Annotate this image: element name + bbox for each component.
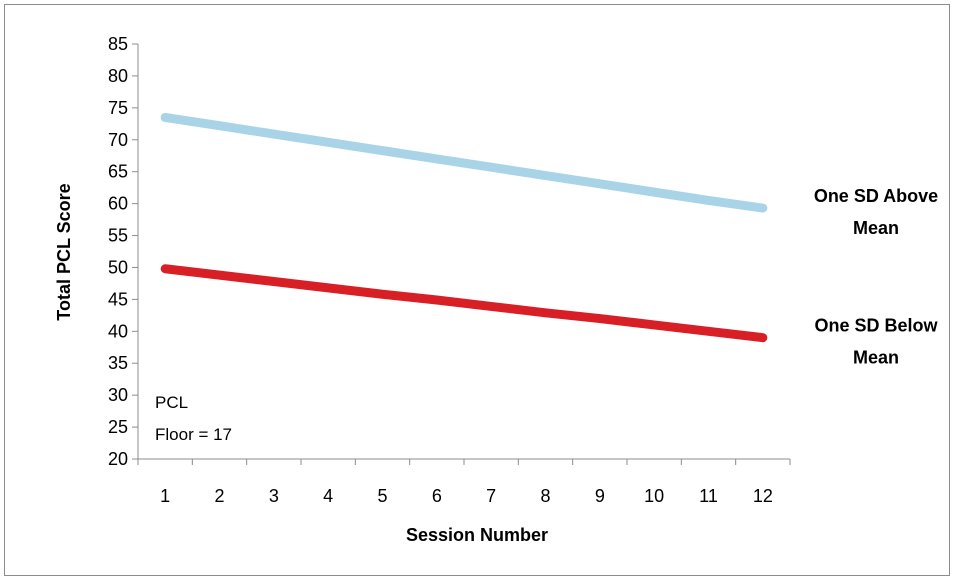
series-labels: One SD Above Mean One SD Below Mean — [814, 186, 939, 368]
series-layer — [160, 112, 768, 343]
pcl-floor-note-line1: PCL — [155, 393, 188, 412]
x-tick-label: 9 — [595, 486, 605, 506]
x-tick-label: 2 — [214, 486, 224, 506]
y-tick-label: 50 — [108, 257, 128, 277]
y-tick-label: 85 — [108, 34, 128, 54]
series-label-above-line2: Mean — [853, 218, 899, 238]
y-tick-label: 70 — [108, 130, 128, 150]
x-tick-label: 6 — [432, 486, 442, 506]
y-tick-label: 35 — [108, 353, 128, 373]
y-tick-label: 40 — [108, 321, 128, 341]
y-tick-label: 80 — [108, 66, 128, 86]
y-tick-label: 55 — [108, 226, 128, 246]
series-line-above-mean — [160, 112, 768, 213]
x-tick-label: 11 — [699, 486, 718, 506]
x-tick-label: 4 — [323, 486, 333, 506]
chart-frame — [4, 4, 950, 576]
x-tick-label: 12 — [753, 486, 773, 506]
y-tick-label: 65 — [108, 162, 128, 182]
y-axis-title: Total PCL Score — [54, 183, 74, 320]
x-tick-label: 7 — [486, 486, 496, 506]
y-tick-label: 75 — [108, 98, 128, 118]
x-tick-label: 1 — [160, 486, 170, 506]
y-tick-label: 30 — [108, 385, 128, 405]
y-tick-label: 20 — [108, 449, 128, 469]
series-label-below-line1: One SD Below — [814, 316, 938, 336]
series-label-above-line1: One SD Above — [814, 186, 938, 206]
x-axis-title: Session Number — [406, 525, 548, 545]
y-tick-label: 25 — [108, 417, 128, 437]
y-tick-label: 45 — [108, 289, 128, 309]
x-tick-label: 5 — [377, 486, 387, 506]
y-tick-label: 60 — [108, 194, 128, 214]
series-line-below-mean — [160, 264, 768, 343]
x-tick-label: 10 — [644, 486, 664, 506]
pcl-floor-note-line2: Floor = 17 — [155, 425, 232, 444]
x-tick-label: 8 — [540, 486, 550, 506]
x-tick-label: 3 — [269, 486, 279, 506]
series-label-below-line2: Mean — [853, 348, 899, 368]
